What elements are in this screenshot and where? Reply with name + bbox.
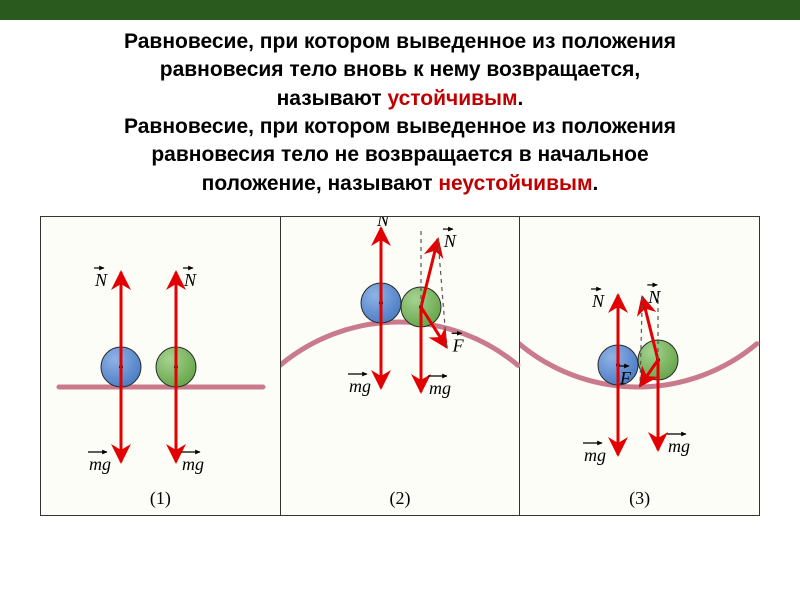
svg-text:N: N	[591, 291, 605, 311]
panel2-svg: N Nmg mg F	[281, 217, 521, 517]
panel-2: N Nmg mg F (2)	[281, 217, 521, 515]
svg-text:N: N	[94, 270, 108, 290]
title-l1b: Равновесие, при котором выведенное из по…	[124, 115, 676, 138]
svg-text:F: F	[451, 335, 464, 355]
svg-text:mg: mg	[429, 378, 451, 398]
svg-text:mg: mg	[182, 454, 204, 474]
top-bar	[0, 0, 800, 20]
panel3-svg: N Nmg mg F	[520, 217, 760, 517]
svg-text:mg: mg	[349, 376, 371, 396]
svg-text:F: F	[619, 368, 632, 388]
title-l2b: равновесия тело не возвращается в началь…	[151, 143, 648, 166]
svg-text:N: N	[376, 217, 390, 230]
unstable-word: неустойчивым	[438, 172, 592, 195]
stable-word: устойчивым	[387, 87, 517, 110]
title-l3a-suf: .	[518, 87, 524, 110]
title-l2a: равновесия тело вновь к нему возвращаетс…	[160, 58, 640, 81]
diagram-area: N Nmg mg (1) N Nmg mg F (2) N Nmg mg F (3)	[40, 216, 760, 516]
panel-label-1: (1)	[150, 488, 171, 509]
svg-text:N: N	[648, 287, 662, 307]
title-l1a: Равновесие, при котором выведенное из по…	[124, 30, 676, 53]
panel-label-2: (2)	[390, 488, 411, 509]
svg-text:mg: mg	[584, 445, 606, 465]
svg-text:mg: mg	[668, 436, 690, 456]
title-l3b-pre: положение, называют	[202, 172, 439, 195]
svg-text:N: N	[183, 270, 197, 290]
panel-3: N Nmg mg F (3)	[520, 217, 759, 515]
svg-text:mg: mg	[89, 454, 111, 474]
svg-text:N: N	[443, 231, 457, 251]
panel-1: N Nmg mg (1)	[41, 217, 281, 515]
title-block: Равновесие, при котором выведенное из по…	[0, 20, 800, 210]
title-l3a-pre: называют	[277, 87, 388, 110]
panel1-svg: N Nmg mg	[41, 217, 281, 517]
panel-label-3: (3)	[629, 488, 650, 509]
title-l3b-suf: .	[592, 172, 598, 195]
